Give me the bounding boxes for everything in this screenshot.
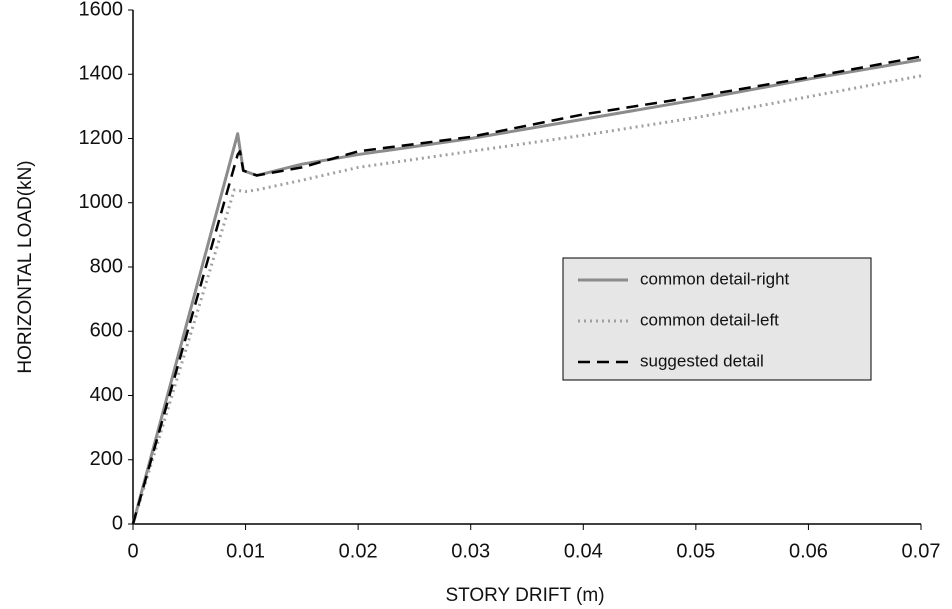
y-axis-label: HORIZONTAL LOAD(kN): [15, 160, 36, 373]
x-tick-label: 0.05: [676, 540, 715, 562]
x-tick-label: 0: [127, 540, 138, 562]
x-tick-label: 0.07: [902, 540, 941, 562]
legend-label: common detail-left: [640, 310, 779, 329]
y-tick-label: 200: [90, 448, 123, 470]
y-tick-label: 0: [112, 512, 123, 534]
x-tick-label: 0.04: [564, 540, 603, 562]
line-series: [131, 74, 922, 525]
x-tick-label: 0.06: [789, 540, 828, 562]
line-series: [131, 55, 922, 525]
y-tick-label: 600: [90, 320, 123, 342]
legend-box: [562, 257, 872, 381]
y-tick-label: 1000: [79, 191, 124, 213]
x-tick-label: 0.02: [339, 540, 378, 562]
y-tick-label: 1600: [79, 0, 124, 20]
x-axis-label: STORY DRIFT (m): [445, 585, 604, 606]
y-tick-label: 400: [90, 384, 123, 406]
line-series: [131, 58, 922, 525]
x-tick-label: 0.01: [226, 540, 265, 562]
y-tick-label: 1400: [79, 63, 124, 85]
y-tick-label: 1200: [79, 127, 124, 149]
y-tick-label: 800: [90, 255, 123, 277]
legend-label: suggested detail: [640, 351, 764, 370]
x-tick-label: 0.03: [451, 540, 490, 562]
legend-label: common detail-right: [640, 269, 790, 288]
